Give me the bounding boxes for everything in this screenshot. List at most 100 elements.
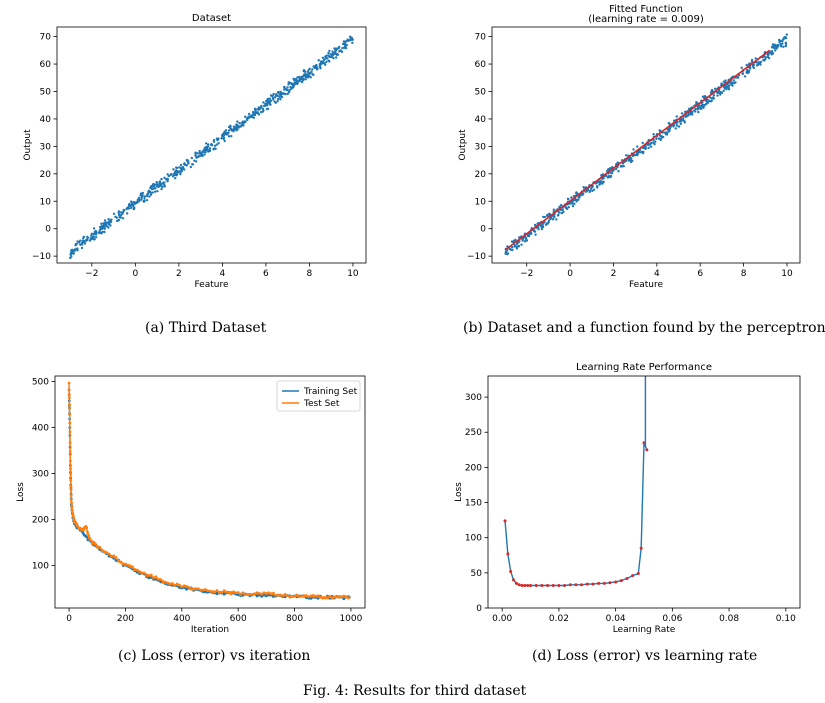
data-point [159, 578, 163, 581]
scatter-point [276, 94, 280, 98]
scatter-point [252, 112, 255, 115]
scatter-point [277, 97, 280, 101]
scatter-point [263, 104, 266, 107]
scatter-point [90, 237, 93, 241]
data-point [147, 574, 151, 577]
scatter-point [577, 198, 580, 201]
scatter-point [517, 241, 520, 244]
data-point [138, 570, 141, 574]
scatter-point [264, 102, 267, 105]
x-tick-label: −2 [520, 269, 533, 279]
scatter-point [235, 125, 238, 129]
data-point [220, 590, 224, 594]
y-tick-label: 40 [40, 115, 52, 125]
scatter-point [732, 79, 735, 82]
x-tick-label: 0 [132, 269, 138, 279]
scatter-point [750, 58, 754, 62]
scatter-point [240, 123, 243, 127]
scatter-point [121, 217, 125, 220]
scatter-point [204, 142, 208, 145]
data-point [321, 596, 325, 600]
data-point [568, 583, 572, 587]
y-tick-label: 500 [32, 378, 49, 388]
data-point [68, 450, 72, 453]
data-point [614, 580, 618, 584]
data-point [182, 584, 186, 588]
scatter-point [217, 142, 220, 145]
scatter-point [309, 76, 312, 79]
data-point [239, 593, 242, 596]
scatter-point [317, 59, 320, 62]
data-point [206, 589, 210, 593]
scatter-point [773, 49, 777, 52]
x-axis-ticks: −2 0 2 4 6 8 10 [85, 263, 359, 279]
scatter-point [785, 33, 788, 36]
data-point [161, 580, 165, 584]
scatter-point [302, 74, 305, 78]
data-point [90, 539, 93, 543]
scatter-point [196, 152, 199, 155]
data-point [69, 488, 73, 491]
scatter-point [295, 79, 299, 83]
scatter-point [141, 192, 144, 196]
scatter-point [86, 235, 89, 239]
scatter-point [345, 44, 348, 47]
scatter-point [234, 128, 237, 131]
scatter-point [70, 255, 73, 258]
scatter-point [784, 44, 788, 48]
scatter-point [142, 199, 146, 203]
scatter-point [716, 94, 719, 97]
scatter-point [149, 186, 153, 189]
scatter-point [632, 148, 635, 151]
scatter-point [743, 75, 747, 78]
data-point [631, 574, 635, 578]
data-point [290, 594, 294, 598]
data-point [69, 478, 73, 482]
x-tick-label: 600 [230, 614, 247, 624]
scatter-point [101, 227, 104, 231]
scatter-point [172, 168, 175, 171]
scatter-point [268, 97, 271, 100]
scatter-point [88, 239, 92, 242]
plot-area [67, 381, 351, 601]
scatter-point [127, 204, 131, 207]
scatter-point [659, 134, 662, 137]
scatter-point [325, 60, 328, 63]
scatter-point [702, 95, 706, 98]
data-point [69, 484, 73, 488]
scatter-point [201, 150, 204, 153]
data-point [166, 581, 170, 585]
data-point [512, 578, 516, 582]
scatter-point [279, 90, 282, 94]
data-point [540, 584, 544, 588]
data-point [85, 535, 89, 539]
scatter-point [728, 84, 731, 87]
scatter-point [521, 239, 524, 242]
y-tick-label: 300 [32, 470, 49, 480]
scatter-point [343, 45, 347, 49]
series-line-training-set [68, 390, 351, 599]
caption-c: (c) Loss (error) vs iteration [118, 648, 311, 664]
data-point [105, 551, 109, 554]
y-tick-label: 250 [465, 428, 482, 438]
scatter-point [153, 190, 157, 193]
scatter-point [224, 132, 227, 136]
x-axis-ticks: −2 0 2 4 6 8 10 [520, 263, 793, 279]
scatter-point [175, 172, 179, 175]
scatter-point [304, 77, 307, 81]
x-axis-label: Iteration [191, 625, 229, 635]
y-tick-label: 200 [465, 463, 482, 473]
scatter-point [675, 124, 679, 127]
scatter-point [712, 97, 715, 100]
scatter-point [199, 154, 202, 157]
x-tick-label: 0.10 [776, 614, 796, 624]
scatter-point [654, 140, 657, 143]
scatter-point [277, 91, 280, 95]
scatter-point [777, 38, 781, 42]
x-tick-label: 200 [117, 614, 134, 624]
scatter-point [227, 129, 231, 132]
data-point [69, 472, 73, 476]
scatter-point [104, 223, 108, 226]
scatter-point [73, 248, 77, 251]
data-point [241, 593, 245, 597]
